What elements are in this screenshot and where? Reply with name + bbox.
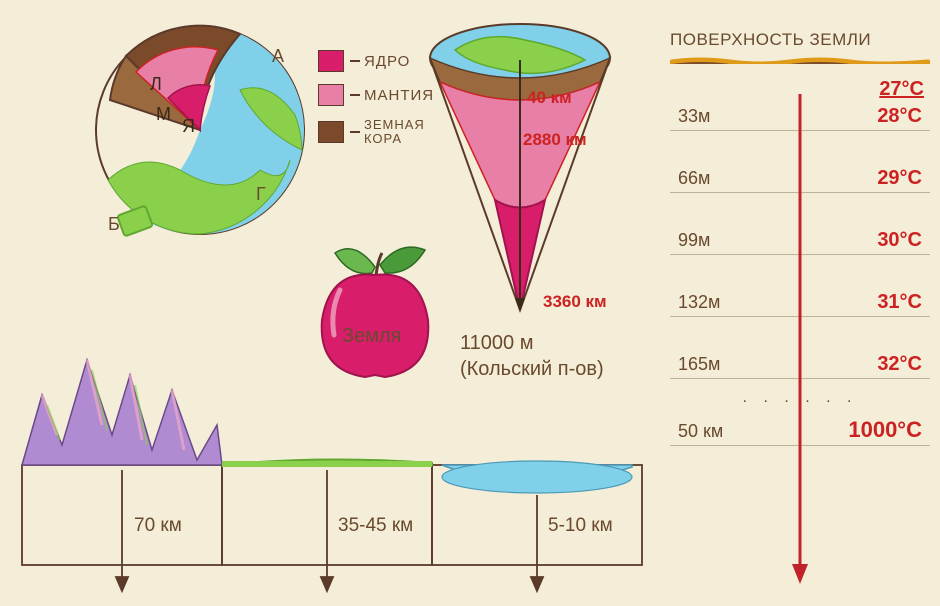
temp-value: 32°С bbox=[877, 353, 922, 376]
swatch-mantle bbox=[318, 84, 344, 106]
cone-depth-core: 3360 км bbox=[543, 292, 607, 312]
temp-depth: 99м bbox=[678, 230, 710, 251]
temp-value: 30°С bbox=[877, 229, 922, 252]
globe-letter-g: Г bbox=[256, 184, 266, 205]
temp-depth: 50 км bbox=[678, 421, 723, 442]
crust-thickness-label: 70 км bbox=[134, 515, 182, 537]
globe-letter-ya: Я bbox=[182, 116, 195, 137]
temp-value: 28°С bbox=[877, 105, 922, 128]
cone-depth-mantle: 2880 км bbox=[523, 130, 587, 150]
globe-diagram: А Б Г Л М Я bbox=[90, 20, 310, 240]
temp-depth: 165м bbox=[678, 354, 720, 375]
legend-dash bbox=[350, 60, 360, 62]
legend-dash bbox=[350, 94, 360, 96]
temp-depth: 33м bbox=[678, 106, 710, 127]
globe-letter-b: Б bbox=[108, 214, 120, 235]
crust-cross-section: 70 км 35-45 км 5-10 км bbox=[12, 335, 662, 595]
cone-depth-crust: 40 км bbox=[527, 88, 572, 108]
temp-value: 31°С bbox=[877, 291, 922, 314]
temp-depth: 132м bbox=[678, 292, 720, 313]
surface-temperature: 27°С bbox=[879, 78, 924, 101]
legend-dash bbox=[350, 131, 360, 133]
legend-label: ЯДРО bbox=[364, 53, 410, 70]
swatch-crust bbox=[318, 121, 344, 143]
temperature-arrow bbox=[788, 94, 812, 584]
temp-value: 1000°С bbox=[848, 417, 922, 443]
temp-depth: 66м bbox=[678, 168, 710, 189]
crust-thickness-label: 35-45 км bbox=[338, 515, 413, 537]
globe-letter-m: М bbox=[156, 104, 171, 125]
crust-thickness-label: 5-10 км bbox=[548, 515, 613, 537]
globe-letter-l: Л bbox=[150, 74, 162, 95]
surface-line bbox=[670, 56, 930, 64]
globe-letter-a: А bbox=[272, 46, 284, 67]
temp-value: 29°С bbox=[877, 167, 922, 190]
swatch-core bbox=[318, 50, 344, 72]
temperature-title: ПОВЕРХНОСТЬ ЗЕМЛИ bbox=[670, 30, 930, 50]
